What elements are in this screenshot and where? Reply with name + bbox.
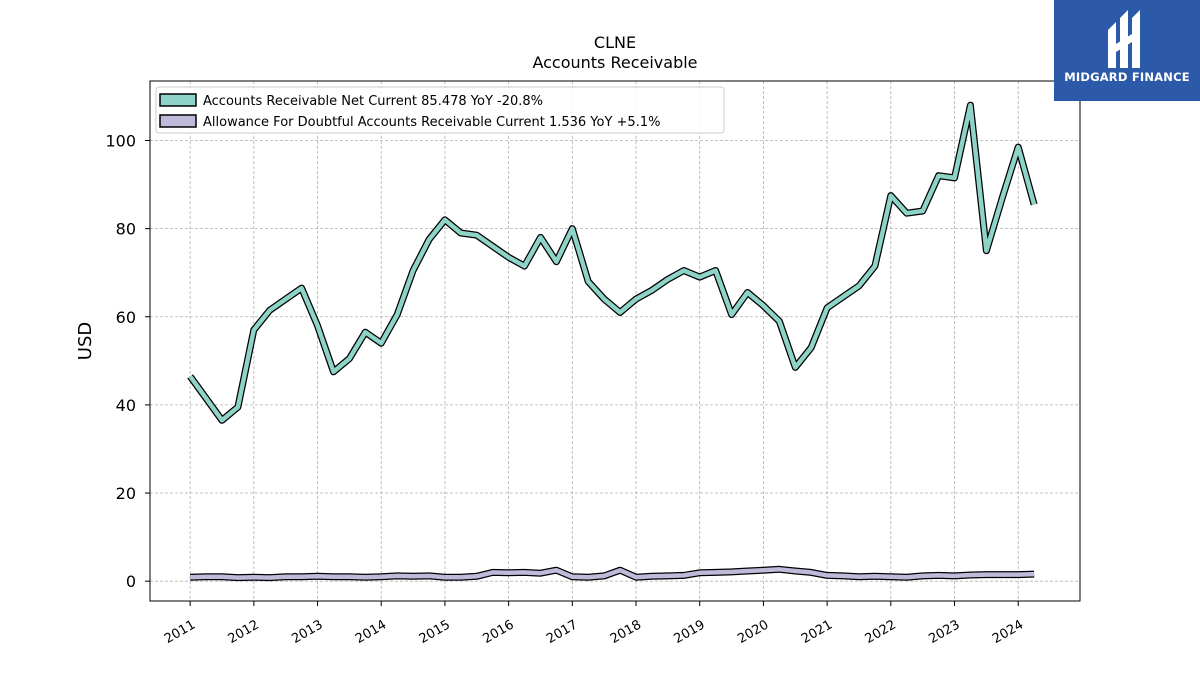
x-tick-label: 2024 bbox=[990, 617, 1026, 647]
y-tick-label: 40 bbox=[116, 396, 136, 415]
x-tick-label: 2021 bbox=[799, 617, 835, 647]
legend-entry: Accounts Receivable Net Current 85.478 Y… bbox=[203, 94, 543, 109]
brand-name: MIDGARD FINANCE bbox=[1064, 70, 1190, 84]
series-line bbox=[188, 102, 1037, 423]
series-line-2 bbox=[190, 565, 1035, 582]
x-tick-label: 2018 bbox=[608, 617, 644, 647]
legend-swatch bbox=[159, 93, 197, 107]
series-outline bbox=[187, 101, 1038, 424]
x-tick-label: 2022 bbox=[863, 617, 899, 647]
chart-title: CLNE bbox=[594, 33, 636, 52]
y-tick-label: 0 bbox=[126, 572, 136, 591]
series-layer bbox=[187, 101, 1038, 582]
y-tick-label: 60 bbox=[116, 308, 136, 327]
legend-entry: Allowance For Doubtful Accounts Receivab… bbox=[203, 115, 660, 130]
y-tick-label: 20 bbox=[116, 484, 136, 503]
legend-swatch bbox=[159, 114, 197, 128]
x-tick-label: 2015 bbox=[417, 617, 453, 647]
x-tick-label: 2012 bbox=[226, 617, 262, 647]
x-tick-label: 2013 bbox=[289, 617, 325, 647]
plot-frame bbox=[149, 80, 1081, 602]
y-tick-label: 80 bbox=[116, 220, 136, 239]
brand-mark-icon bbox=[1108, 10, 1140, 68]
x-tick-label: 2016 bbox=[480, 617, 516, 647]
y-axis-label: USD bbox=[75, 322, 96, 360]
grid-lines bbox=[150, 81, 1080, 601]
chart-subtitle: Accounts Receivable bbox=[532, 53, 697, 72]
x-tick-label: 2023 bbox=[926, 617, 962, 647]
legend: Accounts Receivable Net Current 85.478 Y… bbox=[155, 86, 725, 134]
y-tick-label: 100 bbox=[105, 131, 136, 150]
series-line bbox=[190, 567, 1035, 580]
x-tick-label: 2014 bbox=[353, 617, 389, 647]
series-line-1 bbox=[187, 101, 1038, 424]
x-tick-label: 2011 bbox=[162, 617, 198, 647]
x-tick-label: 2017 bbox=[544, 617, 580, 647]
x-tick-label: 2019 bbox=[672, 617, 708, 647]
legend-box bbox=[155, 86, 725, 134]
x-tick-label: 2020 bbox=[735, 617, 771, 647]
brand-logo: MIDGARD FINANCE bbox=[1054, 0, 1200, 101]
